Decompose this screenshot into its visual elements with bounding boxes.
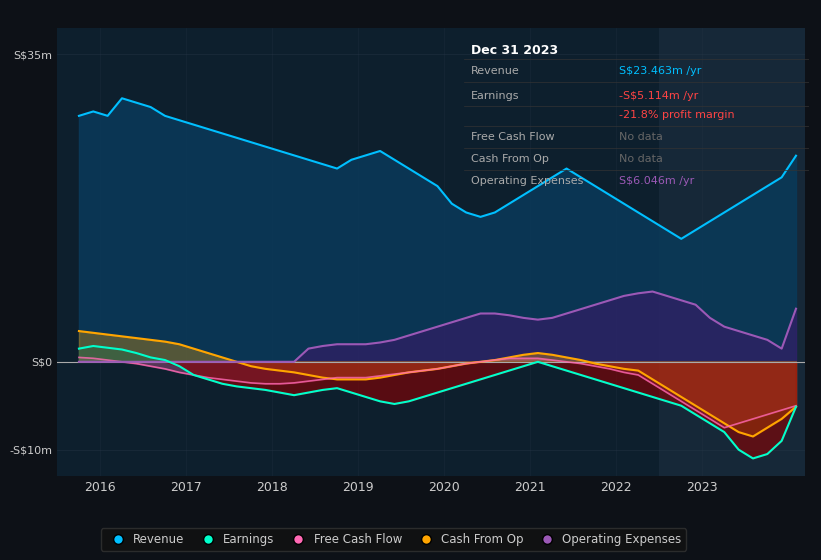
Text: Operating Expenses: Operating Expenses: [470, 176, 583, 186]
Text: Revenue: Revenue: [470, 66, 520, 76]
Text: -21.8% profit margin: -21.8% profit margin: [619, 110, 735, 120]
Text: No data: No data: [619, 132, 663, 142]
Text: Earnings: Earnings: [470, 91, 519, 101]
Text: Free Cash Flow: Free Cash Flow: [470, 132, 554, 142]
Text: Dec 31 2023: Dec 31 2023: [470, 44, 558, 57]
Legend: Revenue, Earnings, Free Cash Flow, Cash From Op, Operating Expenses: Revenue, Earnings, Free Cash Flow, Cash …: [101, 528, 686, 550]
Text: No data: No data: [619, 154, 663, 164]
Text: -S$5.114m /yr: -S$5.114m /yr: [619, 91, 699, 101]
Text: Cash From Op: Cash From Op: [470, 154, 548, 164]
Text: S$6.046m /yr: S$6.046m /yr: [619, 176, 695, 186]
Bar: [658, 28, 805, 476]
Text: S$23.463m /yr: S$23.463m /yr: [619, 66, 701, 76]
